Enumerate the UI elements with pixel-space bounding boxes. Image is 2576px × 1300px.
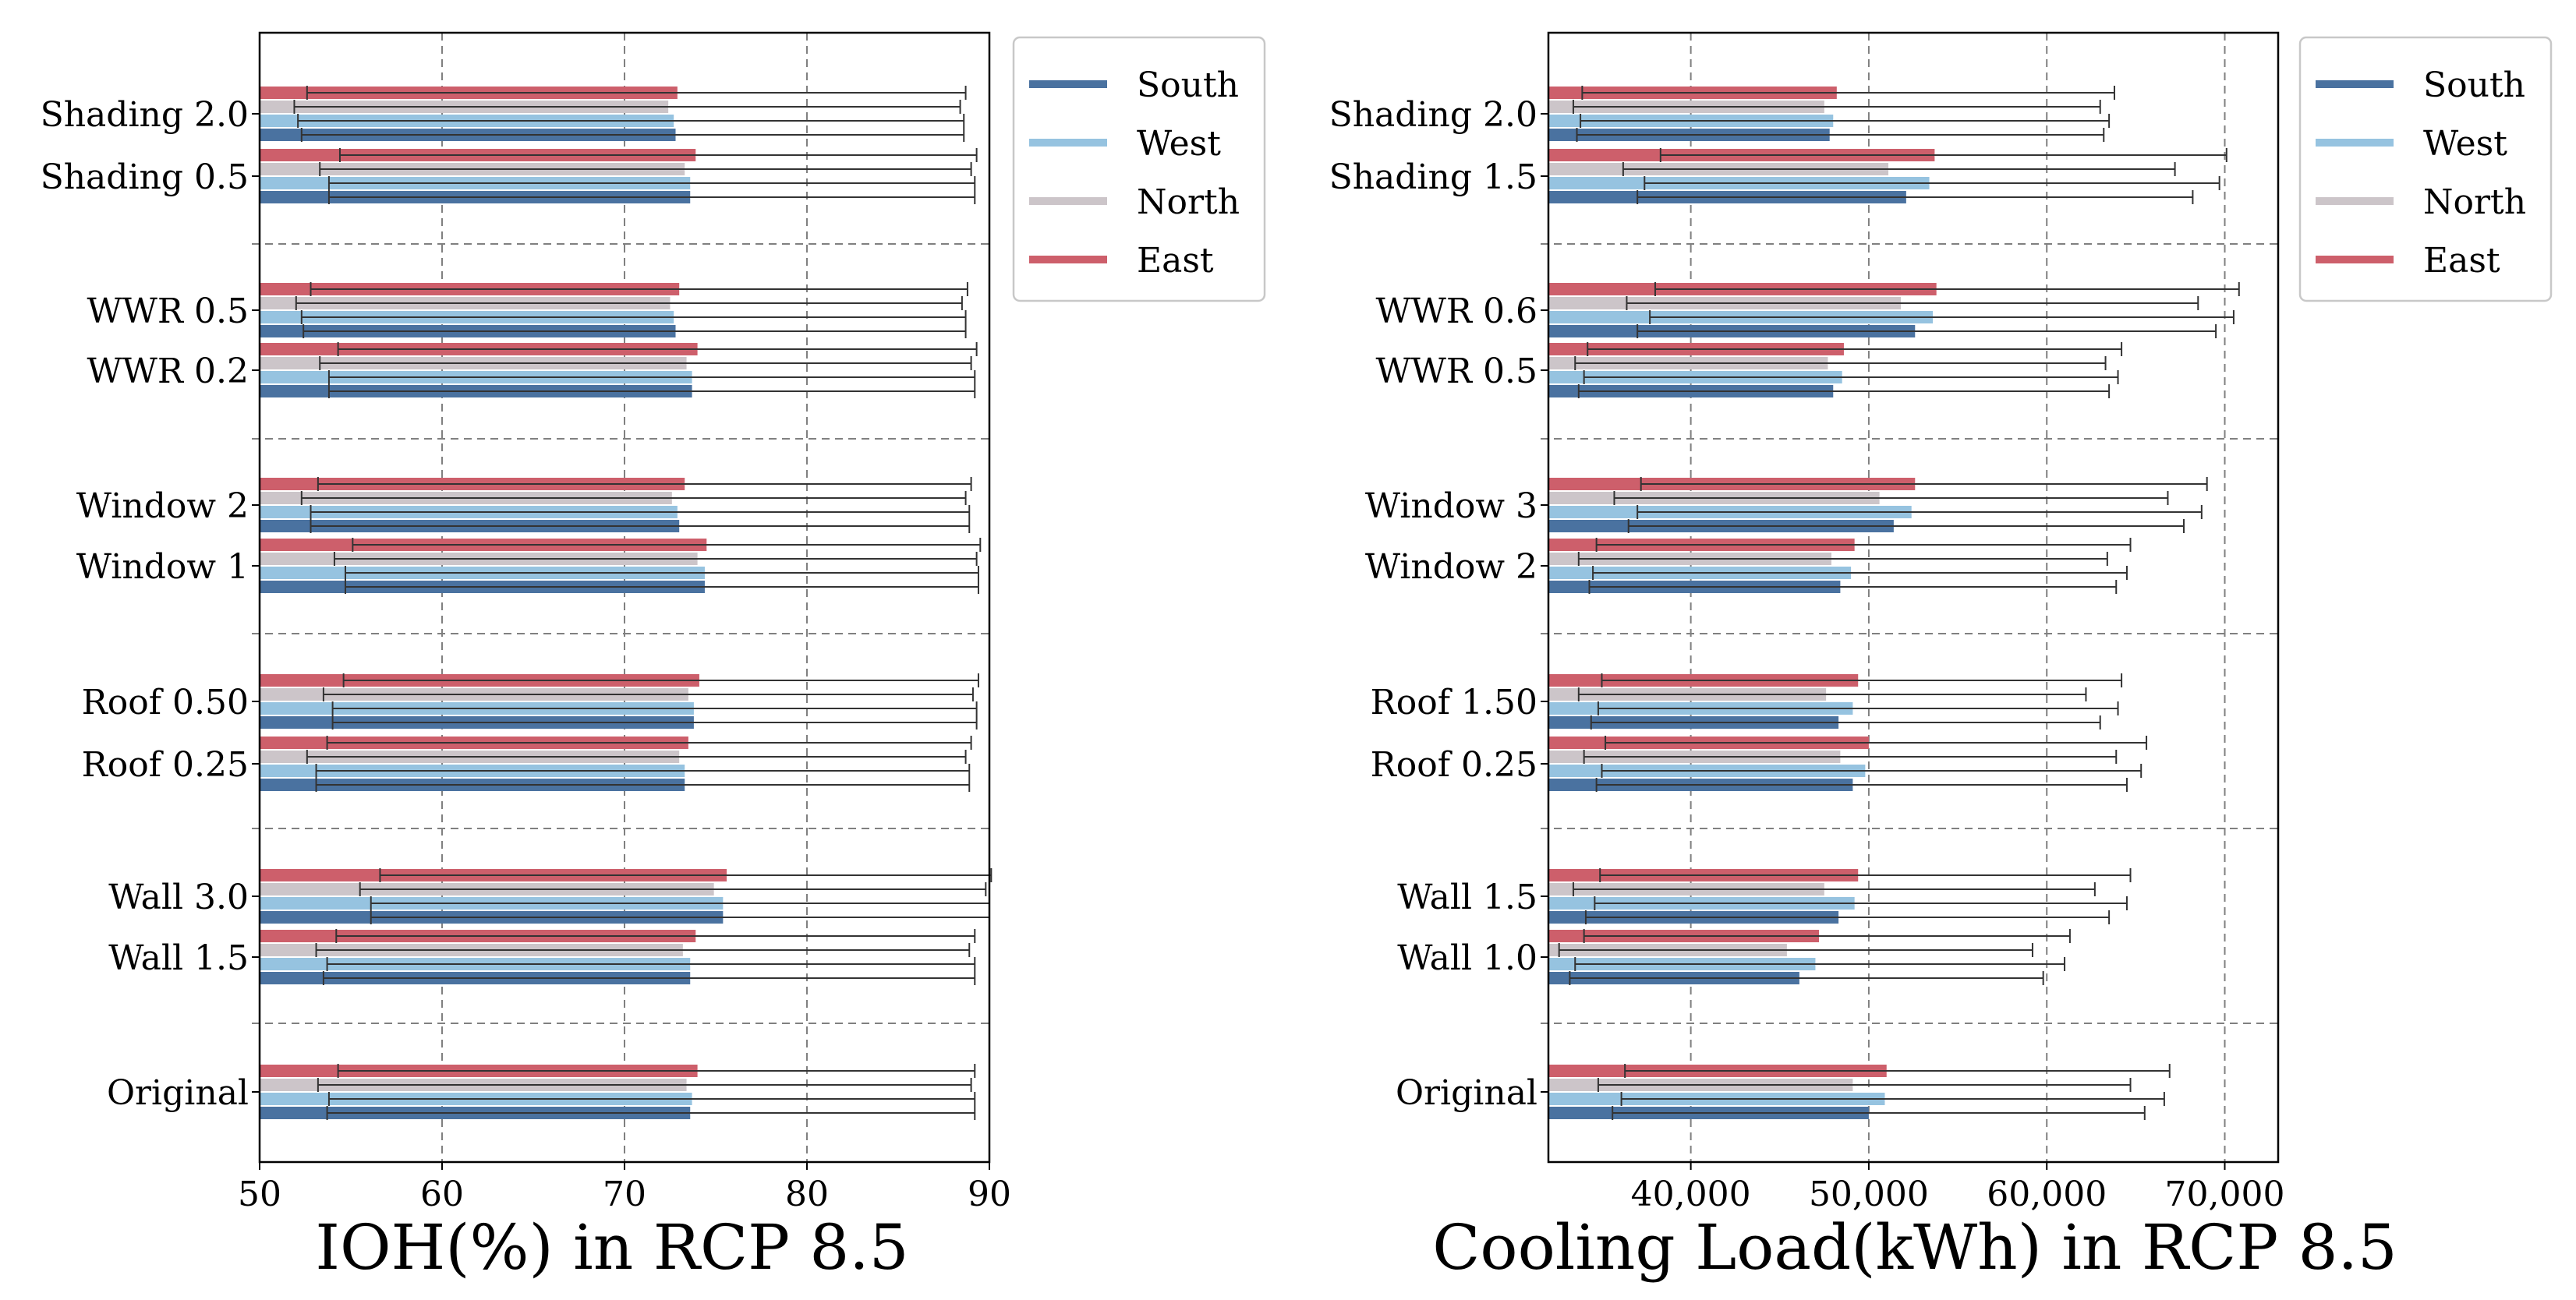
category-label: Wall 3.0 [108,878,249,917]
category-label: Window 1 [76,547,249,587]
legend-label-north: North [1137,182,1240,222]
legend-label-south: South [2423,65,2525,105]
x-tick-label: 60,000 [1987,1175,2107,1214]
legend-frame [2298,36,2553,302]
category-label: Original [1396,1073,1537,1113]
category-label: WWR 0.2 [87,351,249,391]
category-label: Roof 1.50 [1371,683,1537,722]
category-label: Window 2 [1365,547,1537,587]
legend-frame [1012,36,1266,302]
legend-label-east: East [2423,241,2500,281]
legend: South West North East [1012,36,1266,302]
x-axis-label: IOH(%) in RCP 8.5 [315,1211,908,1284]
category-label: Shading 2.0 [41,95,249,135]
legend-label-north: North [2423,182,2526,222]
x-tick-label: 50,000 [1809,1175,1929,1214]
category-label: WWR 0.5 [1375,351,1537,391]
category-label: Window 3 [1365,486,1537,526]
category-label: Shading 1.5 [1329,157,1537,197]
legend-label-east: East [1137,241,1214,281]
category-label: Wall 1.5 [108,938,249,978]
category-label: Original [107,1073,249,1113]
x-tick-label: 40,000 [1631,1175,1751,1214]
x-tick-label: 80 [785,1175,829,1214]
category-label: Wall 1.0 [1397,938,1537,978]
category-label: WWR 0.6 [1375,291,1537,331]
chart-1: Shading 2.0 Shading 0.5 WWR 0.5 WWR 0.2 Wind… [41,31,1266,1284]
x-tick-label: 70 [603,1175,646,1214]
category-label: Shading 0.5 [41,157,249,197]
category-label: Window 2 [76,486,249,526]
category-label: WWR 0.5 [87,291,249,331]
x-tick-label: 50 [238,1175,281,1214]
legend-label-west: West [1137,124,1221,164]
legend-label-west: West [2423,124,2507,164]
legend-label-south: South [1137,65,1239,105]
plot-frame [1547,31,2280,1164]
category-label: Roof 0.25 [1371,745,1537,785]
x-tick-label: 60 [420,1175,464,1214]
category-label: Shading 2.0 [1329,95,1537,135]
category-label: Wall 1.5 [1397,878,1537,917]
category-label: Roof 0.50 [82,683,249,722]
chart-2: Shading 2.0 Shading 1.5 WWR 0.6 WWR 0.5 Wind… [1329,31,2553,1284]
category-label: Roof 0.25 [82,745,249,785]
x-tick-label: 90 [968,1175,1011,1214]
x-axis-label: Cooling Load(kWh) in RCP 8.5 [1432,1211,2397,1284]
x-tick-label: 70,000 [2165,1175,2285,1214]
legend: South West North East [2298,36,2553,302]
